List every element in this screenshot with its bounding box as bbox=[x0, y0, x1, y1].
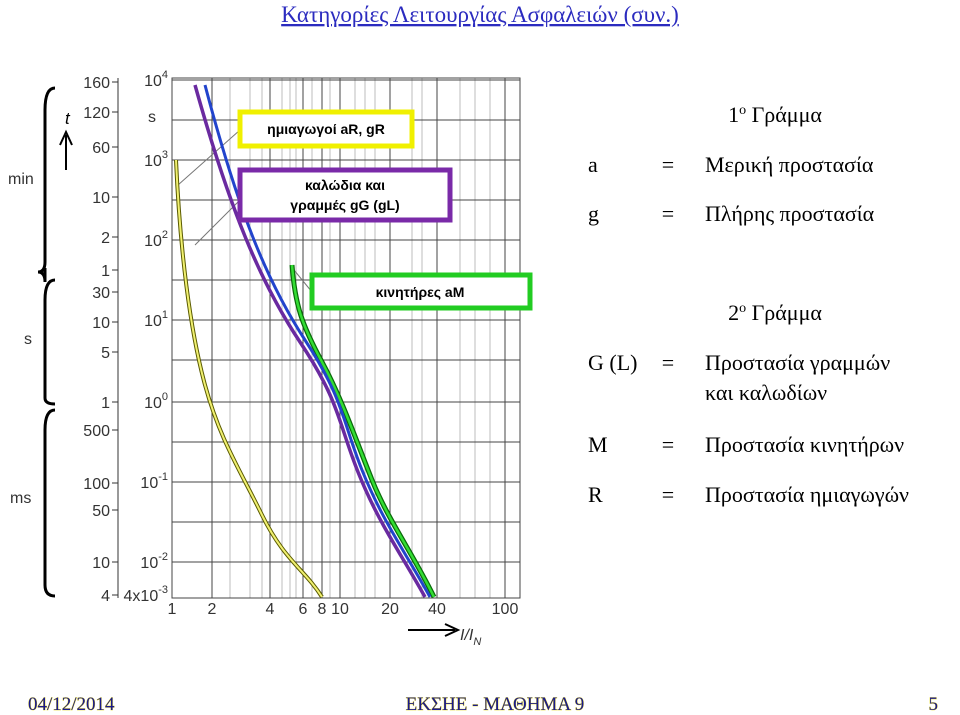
y-time-label: 60 bbox=[92, 140, 110, 157]
y-time-label: 10 bbox=[92, 190, 110, 207]
y-time-label: 2 bbox=[101, 230, 110, 247]
y-time-label: 160 bbox=[83, 75, 110, 92]
y-time-label: 500 bbox=[83, 423, 110, 440]
brace bbox=[37, 86, 56, 283]
x-tick-label: 1 bbox=[168, 601, 177, 618]
y-time-label: 100 bbox=[83, 476, 110, 493]
legend-cell: M bbox=[588, 432, 608, 457]
footer-page: 5 bbox=[929, 694, 939, 715]
plot-frame bbox=[171, 77, 521, 599]
y-time-label: 5 bbox=[101, 345, 110, 362]
heading: 1ο Γράμμα bbox=[728, 102, 822, 127]
x-tick-label: 40 bbox=[428, 601, 446, 618]
legend-cell: = bbox=[662, 152, 674, 177]
y-tick-label: 103 bbox=[144, 149, 168, 170]
curve-am bbox=[290, 264, 436, 598]
y-time-label: 10 bbox=[92, 315, 110, 332]
x-tick-label: 10 bbox=[331, 601, 349, 618]
label-box bbox=[237, 167, 453, 223]
curve-label: κινητήρες aM bbox=[376, 284, 465, 300]
y-time-label: 50 bbox=[92, 503, 110, 520]
legend-cell: Προστασία γραμμών bbox=[705, 350, 890, 375]
curve-ar bbox=[175, 159, 323, 598]
figure: ημιαγωγοί aR, gR καλώδια και γραμμές gG … bbox=[8, 77, 533, 648]
title: Κατηγορίες Λειτουργίας Ασφαλειών (συν.) bbox=[281, 2, 679, 27]
x-tick-label: 100 bbox=[492, 601, 519, 618]
y-time-label: 10 bbox=[92, 555, 110, 572]
legend-cell: = bbox=[662, 432, 674, 457]
legend: 1ο Γράμμα 2ο Γράμμα a = Μερική προστασία g =… bbox=[588, 102, 909, 507]
unit: min bbox=[8, 171, 34, 188]
brace bbox=[43, 408, 56, 598]
curve-label: ημιαγωγοί aR, gR bbox=[267, 121, 385, 137]
y-axis-label: t bbox=[65, 109, 71, 128]
legend-cell: Προστασία κινητήρων bbox=[705, 432, 904, 457]
curve-label: γραμμές gG (gL) bbox=[290, 197, 399, 213]
y-tick-label: 101 bbox=[144, 309, 168, 330]
legend-cell: Πλήρης προστασία bbox=[705, 201, 875, 226]
x-arrow bbox=[408, 623, 461, 637]
y-tick-label: 104 bbox=[144, 69, 168, 90]
curve-label: καλώδια και bbox=[305, 177, 385, 193]
brace bbox=[43, 278, 56, 406]
y-time-label: 1 bbox=[101, 263, 110, 280]
legend-cell: = bbox=[662, 201, 674, 226]
y-tick-label: 100 bbox=[144, 391, 168, 412]
legend-cell: G (L) bbox=[588, 350, 637, 375]
y-tick-label: 10-2 bbox=[140, 551, 168, 572]
y-time-label: 1 bbox=[101, 395, 110, 412]
y-tick-label: 10-1 bbox=[140, 471, 168, 492]
x-axis-label: I/IN bbox=[460, 627, 481, 648]
unit: s bbox=[24, 331, 32, 348]
x-tick-label: 6 bbox=[299, 601, 308, 618]
heading: 2ο Γράμμα bbox=[728, 300, 822, 325]
t-arrow bbox=[59, 129, 73, 170]
legend-cell: = bbox=[662, 482, 674, 507]
y-time-label: 30 bbox=[92, 285, 110, 302]
legend-cell: = bbox=[662, 350, 674, 375]
legend-cell: R bbox=[588, 482, 603, 507]
legend-cell: Μερική προστασία bbox=[705, 152, 874, 177]
legend-cell: Προστασία ημιαγωγών bbox=[705, 482, 909, 507]
y-time-label: 4 bbox=[101, 588, 110, 605]
power-unit: s bbox=[148, 109, 156, 126]
label-box bbox=[309, 272, 533, 311]
legend-cell: και καλωδίων bbox=[705, 380, 827, 405]
y-tick-label: 4x10-3 bbox=[124, 584, 168, 605]
x-tick-label: 4 bbox=[266, 601, 275, 618]
unit: ms bbox=[10, 490, 31, 507]
y-time-label: 120 bbox=[83, 105, 110, 122]
y-tick-label: 102 bbox=[144, 229, 168, 250]
footer-course: ΕΚΣΗΕ - ΜΑΘΗΜΑ 9 bbox=[406, 694, 585, 715]
legend-cell: a bbox=[588, 152, 598, 177]
x-tick-label: 2 bbox=[208, 601, 217, 618]
x-tick-label: 20 bbox=[381, 601, 399, 618]
curve-gg bbox=[193, 84, 427, 598]
legend-cell: g bbox=[588, 201, 599, 226]
footer-date: 04/12/2014 bbox=[28, 694, 115, 715]
x-tick-label: 8 bbox=[318, 601, 327, 618]
label-box bbox=[237, 109, 415, 149]
